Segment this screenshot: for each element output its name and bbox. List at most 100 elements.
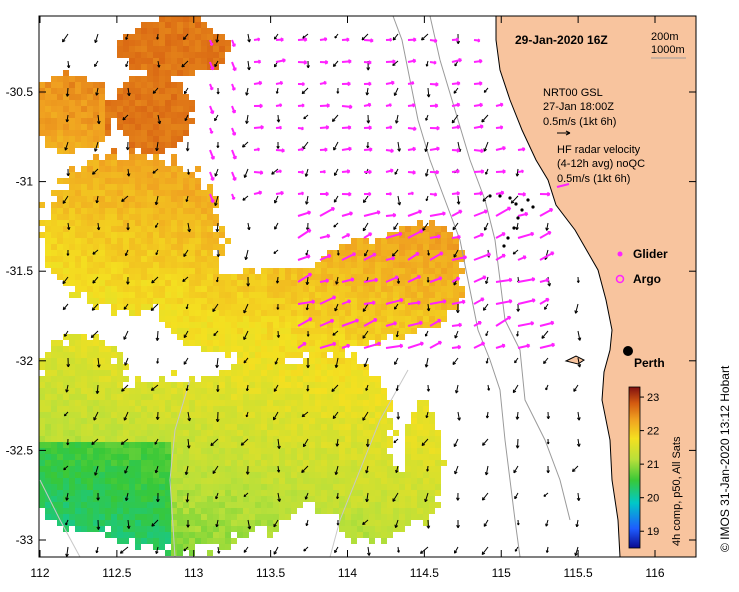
gsl-velocity-arrow-head [66, 364, 71, 368]
sst-cell [405, 514, 411, 520]
sst-cell [159, 466, 165, 472]
gsl-velocity-arrow [242, 141, 249, 148]
sst-cell [279, 274, 285, 280]
sst-cell [351, 442, 357, 448]
sst-cell [219, 544, 225, 550]
sst-cell [297, 328, 303, 334]
sst-cell [123, 406, 129, 412]
gsl-velocity-arrow [577, 330, 581, 341]
sst-cell [387, 496, 393, 502]
sst-cell [63, 178, 69, 184]
radar-velocity-arrow [319, 319, 334, 327]
gsl-velocity-arrow-head [185, 499, 190, 503]
sst-cell [165, 262, 171, 268]
gsl-velocity-arrow [577, 438, 580, 447]
radar-velocity-arrow [297, 211, 311, 217]
sst-cell [261, 298, 267, 304]
sst-cell [87, 172, 93, 178]
gsl-velocity-arrow [92, 276, 99, 284]
sst-cell [273, 490, 279, 496]
sst-cell [57, 484, 63, 490]
sst-cell [69, 82, 75, 88]
sst-cell [303, 364, 309, 370]
sst-cell [435, 274, 441, 280]
sst-cell [111, 346, 117, 352]
sst-cell [105, 460, 111, 466]
sst-cell [189, 340, 195, 346]
sst-cell [123, 412, 129, 418]
sst-cell [81, 496, 87, 502]
gsl-velocity-arrow-head [273, 523, 277, 528]
sst-cell [201, 322, 207, 328]
sst-cell [93, 298, 99, 304]
sst-cell [279, 394, 285, 400]
sst-cell [39, 442, 45, 448]
gsl-velocity-arrow-head [483, 148, 487, 152]
sst-cell [171, 448, 177, 454]
gsl-velocity-arrow-head [424, 333, 428, 337]
sst-cell [177, 520, 183, 526]
sst-cell [273, 406, 279, 412]
isobath-200m-label: 200m [651, 31, 679, 43]
sst-cell [99, 364, 105, 370]
sst-cell [75, 196, 81, 202]
gsl-velocity-arrow [124, 357, 129, 366]
sst-cell [453, 262, 459, 268]
gsl-velocity-arrow [303, 438, 309, 447]
gsl-velocity-arrow-head [397, 202, 402, 206]
sst-cell [309, 400, 315, 406]
sst-cell [171, 22, 177, 28]
sst-cell [231, 382, 237, 388]
sst-cell [285, 412, 291, 418]
gsl-velocity-arrow-head [243, 494, 247, 498]
sst-cell [207, 244, 213, 250]
sst-cell [39, 88, 45, 94]
sst-cell [111, 244, 117, 250]
sst-cell [429, 220, 435, 226]
sst-cell [129, 94, 135, 100]
sst-cell [153, 82, 159, 88]
sst-cell [189, 268, 195, 274]
sst-cell [207, 508, 213, 514]
gsl-velocity-arrow-head [453, 443, 458, 448]
sst-cell [111, 532, 117, 538]
sst-cell [81, 400, 87, 406]
sst-cell [297, 382, 303, 388]
sst-cell [345, 250, 351, 256]
gsl-velocity-arrow-head [485, 361, 489, 364]
sst-cell [285, 394, 291, 400]
sst-cell [111, 178, 117, 184]
radar-velocity-arrow-head [478, 320, 482, 326]
gsl-legend: NRT00 GSL 27-Jan 18:00Z 0.5m/s (1kt 6h) [543, 87, 616, 136]
sst-cell [267, 532, 273, 538]
sst-cell [81, 100, 87, 106]
radar-velocity-arrow-head [549, 208, 554, 213]
sst-cell [381, 538, 387, 544]
sst-cell [129, 418, 135, 424]
sst-cell [333, 436, 339, 442]
sst-cell [333, 466, 339, 472]
gsl-velocity-arrow-head [62, 38, 66, 43]
radar-velocity-arrow [517, 232, 534, 239]
sst-cell [81, 94, 87, 100]
sst-cell [153, 406, 159, 412]
gsl-velocity-arrow [123, 330, 129, 340]
sst-cell [165, 166, 171, 172]
sst-cell [75, 370, 81, 376]
sst-cell [177, 262, 183, 268]
sst-cell [231, 418, 237, 424]
sst-cell [99, 166, 105, 172]
sst-cell [39, 82, 45, 88]
sst-cell [291, 268, 297, 274]
sst-cell [117, 448, 123, 454]
radar-velocity-arrow-head [232, 67, 237, 72]
sst-cell [231, 346, 237, 352]
sst-cell [111, 226, 117, 232]
sst-cell [255, 412, 261, 418]
sst-cell [45, 388, 51, 394]
sst-cell [207, 388, 213, 394]
sst-cell [201, 22, 207, 28]
sst-cell [81, 196, 87, 202]
sst-cell [189, 322, 195, 328]
sst-cell [45, 376, 51, 382]
